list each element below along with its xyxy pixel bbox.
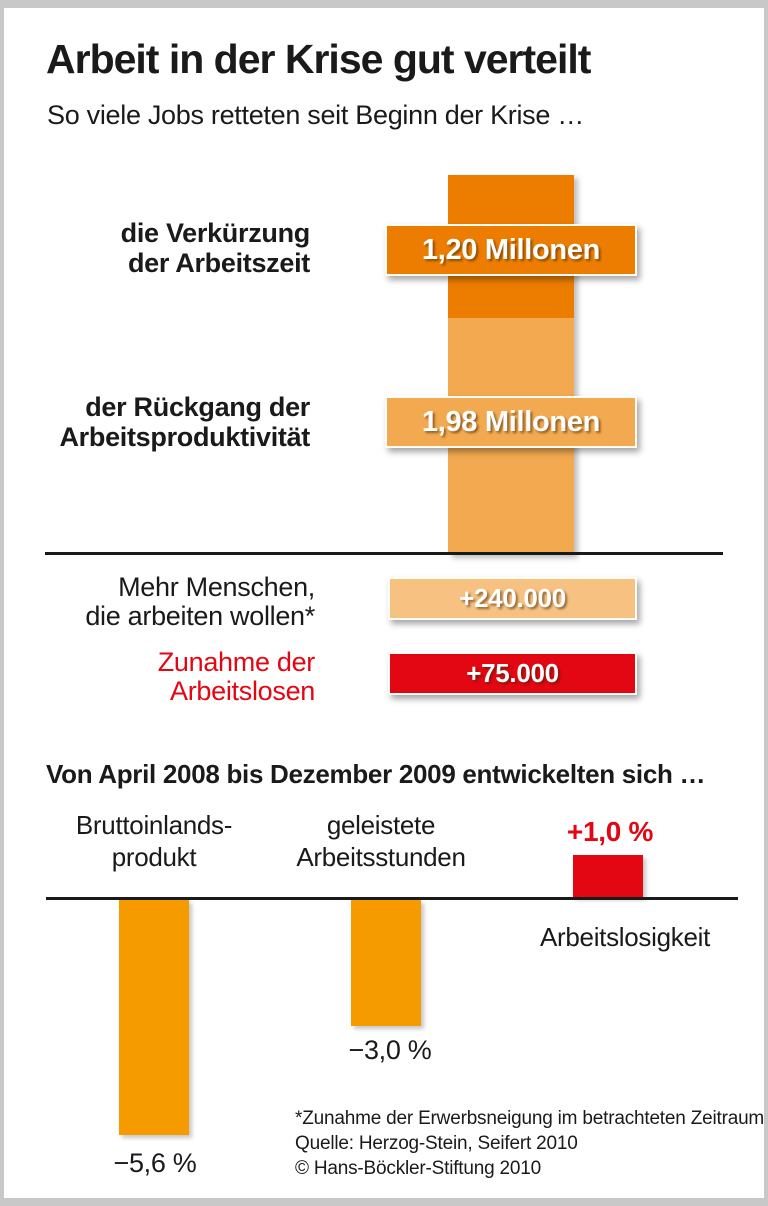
value-badge-text: 1,98 Millonen (421, 405, 601, 438)
frame-left (0, 0, 4, 1206)
section-heading: Von April 2008 bis Dezember 2009 entwick… (46, 759, 706, 789)
value-badge-text: +240.000 (459, 583, 566, 613)
category-label-gdp: Bruttoinlands- produkt (48, 809, 260, 873)
label-line: geleistete (326, 810, 436, 840)
label-more-people: Mehr Menschen, die arbeiten wollen* (40, 573, 315, 631)
label-line: Mehr Menschen, (118, 572, 315, 602)
bar-gdp (119, 900, 189, 1135)
label-productivity-decline: der Rückgang der Arbeitsproduktivität (35, 392, 310, 452)
bar-unemployment (573, 855, 643, 897)
value-badge-worktime: 1,20 Millonen (385, 224, 637, 276)
separator-line (45, 552, 723, 555)
data-label-unemployment: +1,0 % (566, 816, 654, 847)
label-line: Arbeitslosen (170, 676, 315, 706)
label-line: die Verkürzung (120, 218, 311, 248)
frame-right (764, 0, 768, 1206)
frame-top (0, 0, 768, 8)
footnote-asterisk: *Zunahme der Erwerbsneigung im betrachte… (295, 1108, 765, 1129)
axis-baseline (46, 897, 738, 900)
label-line: Zunahme der (157, 647, 316, 677)
label-line: Arbeitsproduktivität (59, 422, 310, 452)
bar-hours (351, 900, 421, 1026)
label-line: die arbeiten wollen* (85, 601, 315, 631)
page-title: Arbeit in der Krise gut verteilt (46, 36, 591, 82)
data-label-hours: −3,0 % (348, 1035, 432, 1065)
value-badge-text: 1,20 Millonen (421, 233, 601, 266)
value-badge-labour-supply: +240.000 (388, 577, 637, 620)
label-line: Bruttoinlands- (75, 810, 233, 840)
value-badge-text: +75.000 (466, 658, 559, 688)
data-label-gdp: −5,6 % (113, 1148, 197, 1178)
category-label-unemployment: Arbeitslosigkeit (539, 922, 711, 952)
category-label-hours: geleistete Arbeitsstunden (275, 809, 487, 873)
label-line: produkt (111, 842, 197, 872)
value-badge-productivity: 1,98 Millonen (385, 396, 637, 448)
label-line: Arbeitsstunden (296, 842, 466, 872)
label-line: der Rückgang der (85, 392, 310, 422)
frame-bottom (0, 1198, 768, 1206)
label-unemployed-increase: Zunahme der Arbeitslosen (40, 647, 316, 706)
footnote-source: Quelle: Herzog-Stein, Seifert 2010 (295, 1133, 578, 1154)
label-line: der Arbeitszeit (127, 248, 310, 278)
page-subtitle: So viele Jobs retteten seit Beginn der K… (47, 100, 584, 130)
label-worktime-reduction: die Verkürzung der Arbeitszeit (35, 218, 311, 278)
footnote-copyright: © Hans-Böckler-Stiftung 2010 (295, 1158, 542, 1179)
value-badge-unemployed: +75.000 (388, 652, 637, 695)
footnote-block: *Zunahme der Erwerbsneigung im betrachte… (295, 1106, 764, 1181)
